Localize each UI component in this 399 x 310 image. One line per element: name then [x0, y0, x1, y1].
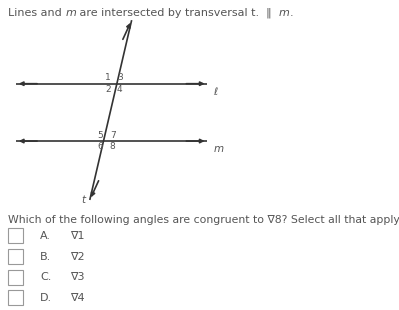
FancyBboxPatch shape — [8, 249, 23, 264]
Text: 3: 3 — [117, 73, 122, 82]
Text: m: m — [213, 144, 223, 154]
Text: 5: 5 — [98, 131, 103, 140]
Text: 1: 1 — [105, 73, 111, 82]
Text: C.: C. — [40, 272, 51, 282]
Text: 7: 7 — [110, 131, 115, 140]
Text: D.: D. — [40, 293, 52, 303]
Text: 4: 4 — [117, 85, 122, 94]
FancyBboxPatch shape — [8, 270, 23, 285]
Text: t: t — [82, 195, 86, 205]
Text: m: m — [279, 8, 290, 18]
Text: 8: 8 — [110, 142, 115, 151]
Text: .: . — [290, 8, 293, 18]
Text: Which of the following angles are congruent to ∇8? Select all that apply.: Which of the following angles are congru… — [8, 215, 399, 225]
Text: B.: B. — [40, 252, 51, 262]
Text: m: m — [65, 8, 76, 18]
Text: ∇3: ∇3 — [70, 272, 84, 282]
Text: ℓ: ℓ — [213, 87, 218, 97]
Text: are intersected by transversal t.  ‖: are intersected by transversal t. ‖ — [76, 8, 279, 18]
Text: 6: 6 — [98, 142, 103, 151]
Text: ∇2: ∇2 — [70, 252, 85, 262]
Text: 2: 2 — [105, 85, 111, 94]
Text: ∇1: ∇1 — [70, 231, 84, 241]
FancyBboxPatch shape — [8, 228, 23, 243]
FancyBboxPatch shape — [8, 290, 23, 305]
Text: A.: A. — [40, 231, 51, 241]
Text: ∇4: ∇4 — [70, 293, 85, 303]
Text: Lines and: Lines and — [8, 8, 65, 18]
